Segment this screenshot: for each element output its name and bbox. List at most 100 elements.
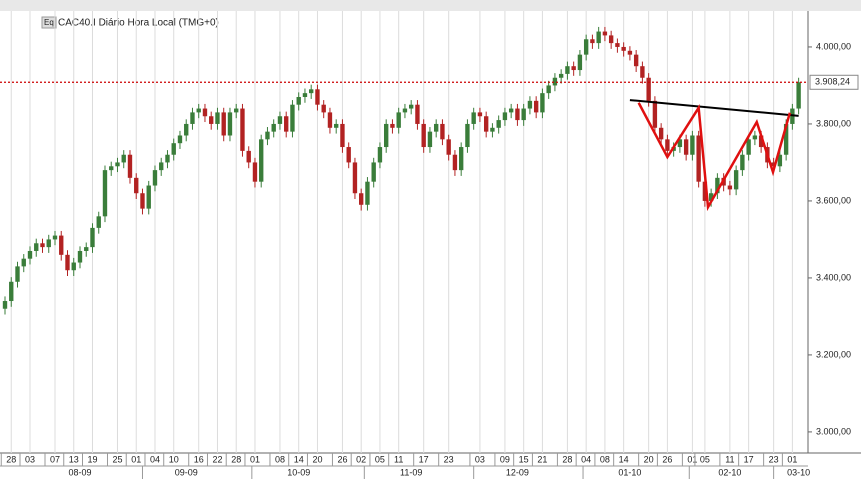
candle-body — [352, 162, 358, 194]
x-tick-label: 11 — [725, 454, 734, 464]
x-tick-label: 20 — [312, 454, 322, 464]
x-tick-label: 21 — [537, 454, 547, 464]
candle-body — [221, 112, 226, 136]
candle-body — [177, 135, 183, 144]
candle-body — [152, 170, 158, 186]
x-tick-label: 01 — [687, 454, 697, 464]
candle-body — [396, 112, 401, 128]
x-tick-label: 01 — [250, 454, 260, 464]
candle-body — [184, 123, 189, 136]
x-tick-label: 10 — [169, 454, 179, 464]
candle-body — [727, 185, 733, 190]
candle-body — [440, 123, 445, 140]
candle-body — [252, 162, 258, 182]
candle-body — [284, 116, 289, 132]
x-tick-label: 07 — [50, 454, 60, 464]
candle-body — [109, 166, 114, 171]
x-tick-label: 15 — [519, 454, 529, 464]
candle-body — [583, 39, 589, 55]
candle-body — [446, 139, 451, 155]
candle-body — [59, 235, 64, 255]
x-tick-label: 16 — [194, 454, 204, 464]
x-tick-label: 25 — [112, 454, 122, 464]
candle-body — [733, 170, 739, 190]
candle-body — [615, 43, 620, 47]
candle-body — [652, 100, 658, 128]
candle-body — [515, 108, 520, 121]
candle-body — [102, 170, 108, 217]
candle-body — [783, 123, 789, 155]
candle-body — [633, 54, 639, 67]
candle-body — [533, 100, 539, 113]
badge: Eq — [44, 18, 54, 27]
y-tick-label: 3.200,00 — [816, 349, 851, 359]
candle-body — [127, 154, 133, 178]
x-tick-label: 23 — [769, 454, 779, 464]
candle-body — [640, 66, 645, 78]
candle-body — [90, 227, 95, 248]
candle-body — [34, 243, 39, 251]
x-tick-label: 20 — [644, 454, 654, 464]
candle-body — [708, 193, 714, 201]
candle-body — [71, 262, 76, 271]
x-tick-label: 05 — [375, 454, 385, 464]
x-tick-label: 14 — [294, 454, 304, 464]
candle-body — [240, 108, 245, 151]
candle-body — [190, 112, 195, 124]
last-price-label: 3.908,24 — [815, 77, 850, 87]
candle-body — [796, 82, 801, 109]
candle-body — [465, 123, 470, 148]
candle-body — [384, 123, 389, 148]
candle-body — [196, 108, 201, 113]
x-tick-label: 08 — [275, 454, 285, 464]
x-tick-label: 17 — [419, 454, 429, 464]
candle-body — [321, 104, 326, 113]
x-tick-label: 03 — [475, 454, 485, 464]
candle-body — [715, 177, 720, 194]
candle-body — [346, 147, 351, 163]
candle-body — [365, 181, 370, 205]
x-tick-label: 26 — [662, 454, 672, 464]
candle-body — [665, 139, 670, 151]
candle-body — [140, 193, 145, 209]
x-tick-label: 13 — [69, 454, 79, 464]
month-label: 03-10 — [787, 467, 810, 477]
y-tick-label: 3.400,00 — [816, 272, 851, 282]
candle-body — [415, 104, 420, 124]
month-label: 09-09 — [175, 467, 198, 477]
x-tick-label: 05 — [700, 454, 710, 464]
candle-body — [546, 85, 551, 94]
candle-body — [746, 139, 751, 155]
candle-body — [27, 250, 33, 259]
candle-body — [359, 193, 364, 205]
candle-body — [171, 143, 176, 155]
candle-body — [577, 54, 583, 71]
candle-body — [96, 216, 101, 228]
y-tick-label: 3.800,00 — [816, 118, 851, 128]
y-tick-label: 4.000,00 — [816, 41, 851, 51]
candle-body — [65, 254, 70, 271]
candle-body — [215, 112, 220, 124]
candle-body — [259, 139, 264, 182]
x-tick-label: 26 — [337, 454, 347, 464]
x-tick-label: 01 — [131, 454, 141, 464]
candle-body — [596, 31, 601, 44]
x-tick-label: 14 — [619, 454, 629, 464]
x-tick-label: 28 — [6, 454, 16, 464]
candle-body — [159, 162, 164, 171]
candle-body — [683, 139, 689, 155]
candle-body — [702, 181, 708, 201]
candle-body — [296, 96, 301, 105]
candle-body — [521, 108, 526, 121]
candle-body — [46, 239, 51, 248]
x-tick-label: 28 — [231, 454, 241, 464]
candle-body — [40, 243, 45, 248]
candle-body — [84, 247, 89, 251]
candle-body — [565, 66, 570, 74]
candle-body — [571, 66, 576, 71]
candle-body — [477, 112, 483, 117]
candle-body — [246, 150, 251, 163]
last-price-box — [809, 74, 859, 90]
candle-body — [377, 147, 383, 163]
